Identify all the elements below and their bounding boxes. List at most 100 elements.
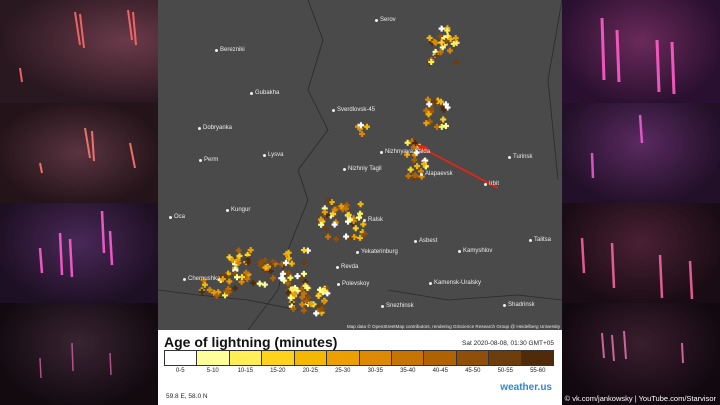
sprite-illustration (590, 114, 644, 179)
lightning-strike-marker (288, 260, 295, 267)
lightning-strike-marker (437, 33, 444, 40)
lightning-strike-marker (444, 27, 451, 34)
lightning-strike-marker (426, 101, 433, 108)
lightning-strike-marker (294, 273, 301, 280)
lightning-strike-marker (331, 221, 338, 228)
sprite-photo-right-4 (562, 303, 720, 405)
lightning-strike-marker (256, 280, 263, 287)
lightning-strike-marker (452, 34, 459, 41)
lightning-strike-marker (333, 236, 340, 243)
legend-swatch (424, 351, 457, 365)
lightning-strike-marker (289, 286, 296, 293)
brand-logo[interactable]: weather.us (500, 382, 552, 393)
city-dot (420, 173, 423, 176)
lightning-strike-marker (407, 166, 414, 173)
lightning-strike-marker (428, 59, 435, 66)
lightning-strike-marker (453, 59, 460, 66)
legend-swatch (165, 351, 198, 365)
arrow-annotation (416, 144, 499, 189)
city-dot (363, 219, 366, 222)
legend-bin-label: 45-50 (465, 368, 481, 374)
legend-timestamp: Sat 2020-08-08, 01:30 GMT+05 (462, 340, 554, 347)
city-label: Oca (174, 214, 186, 220)
city-label: Asbest (419, 238, 438, 244)
lightning-strike-marker (318, 305, 325, 312)
lightning-strike-marker (305, 294, 312, 301)
sprite-photo-right-3 (562, 203, 720, 303)
lightning-map[interactable]: Serov Berezniki Gubakha Sverdlovsk-45 Dobrya… (158, 0, 562, 330)
lightning-strike-marker (363, 123, 370, 130)
sprite-photo-left-4 (0, 303, 158, 405)
lightning-strike-marker (440, 116, 447, 123)
sprite-photo-right-2 (562, 103, 720, 203)
lightning-strike-marker (298, 285, 305, 292)
city-label: Kamensk-Uralsky (434, 280, 482, 286)
city-label: Snezhinsk (386, 303, 414, 309)
lightning-strike-marker (423, 107, 430, 114)
legend-bin-label: 30-35 (367, 368, 383, 374)
legend-bin-label: 0-5 (175, 368, 185, 374)
lightning-strike-marker (440, 106, 447, 113)
lightning-strike-marker (285, 255, 292, 262)
lightning-strike-marker (262, 264, 269, 271)
city-label: Nizhnyaya Salda (385, 149, 431, 155)
sprite-photo-left-3 (0, 203, 158, 303)
lightning-strike-marker (411, 172, 418, 179)
city-dot (263, 154, 266, 157)
legend-bin-label: 20-25 (302, 368, 318, 374)
lightning-strike-marker (426, 118, 433, 125)
lightning-strike-marker (442, 101, 449, 108)
sprite-photo-left-1 (0, 0, 158, 103)
lightning-strike-marker (446, 47, 453, 54)
sprite-illustration (38, 210, 114, 278)
lightning-strike-marker (303, 297, 310, 304)
lightning-strike-marker (321, 298, 328, 305)
lightning-strike-marker (431, 38, 438, 45)
lightning-strike-marker (431, 98, 438, 105)
lightning-strike-marker (299, 301, 306, 308)
lightning-strike-marker (359, 130, 366, 137)
sprite-photo-left-2 (0, 103, 158, 203)
lightning-strike-marker (287, 294, 294, 301)
lightning-strike-marker (233, 274, 240, 281)
legend-bin-label: 35-40 (400, 368, 416, 374)
city-label: Serov (380, 17, 396, 23)
city-label: Revda (341, 264, 359, 270)
city-dot (343, 168, 346, 171)
legend-swatch (359, 351, 392, 365)
lightning-strike-marker (357, 122, 364, 129)
photo-credit: © vk.com/jankowsky | YouTube.com/Starvis… (564, 394, 716, 403)
lightning-strike-marker (328, 199, 335, 206)
legend-swatch (456, 351, 490, 365)
lightning-strike-marker (425, 111, 432, 118)
lightning-strike-marker (244, 275, 251, 282)
city-label: Kamyshlov (463, 248, 493, 254)
city-dot (169, 216, 172, 219)
legend-bin-label: 55-60 (530, 368, 546, 374)
lightning-strike-marker (428, 105, 435, 112)
sprite-illustration (39, 127, 136, 174)
sprite-photo-right-1 (562, 0, 720, 103)
lightning-strike-marker (321, 287, 328, 294)
lightning-strike-marker (438, 39, 445, 46)
lightning-strike-marker (219, 276, 226, 283)
lightning-strike-marker (236, 252, 243, 259)
lightning-strike-marker (315, 292, 322, 299)
lightning-strike-marker (282, 259, 289, 266)
lightning-strike-marker (413, 149, 420, 156)
city-label: Chernushka (188, 276, 221, 282)
lightning-strike-marker (206, 286, 213, 293)
map-attribution: Map data © OpenStreetMap contributors, r… (346, 324, 560, 329)
legend-swatches (164, 350, 554, 366)
lightning-strike-marker (426, 34, 433, 41)
lightning-strike-marker (447, 36, 454, 43)
legend-bin-label: 15-20 (270, 368, 286, 374)
sprite-illustration (601, 330, 684, 364)
lightning-strike-marker (198, 288, 205, 295)
legend-swatch (489, 351, 522, 365)
map-graphics (158, 0, 562, 330)
legend-labels: 0-5 5-10 10-15 15-20 20-25 25-30 30-35 35-40 40-… (164, 368, 554, 374)
lightning-strike-marker (279, 270, 286, 277)
lightning-strike-marker (404, 151, 411, 158)
legend-bin-label: 5-10 (206, 368, 219, 374)
